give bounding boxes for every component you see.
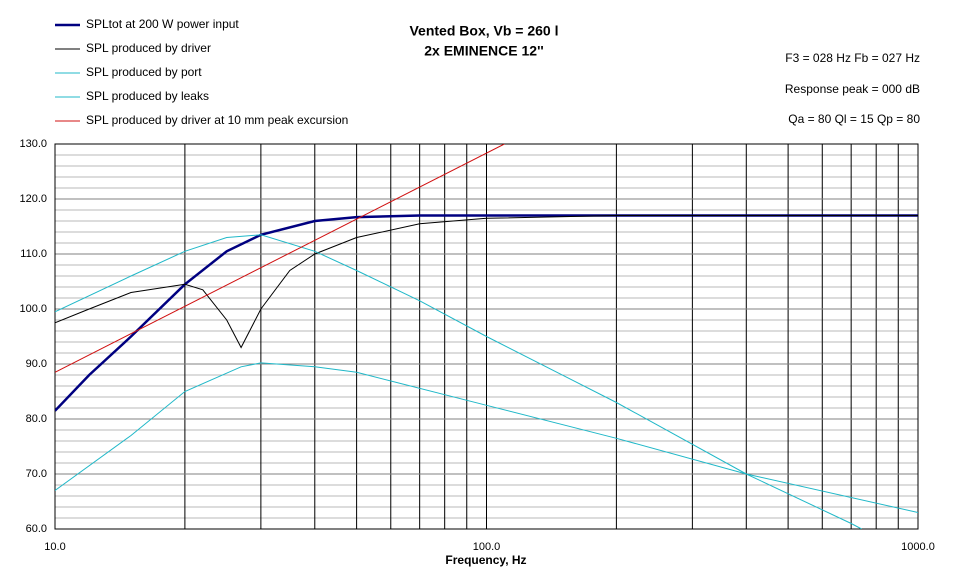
legend-label: SPL produced by port	[86, 65, 202, 79]
series-line	[55, 362, 918, 513]
legend-label: SPL produced by leaks	[86, 89, 209, 103]
y-tick-label: 60.0	[26, 523, 47, 535]
y-tick-label: 70.0	[26, 468, 47, 480]
legend-label: SPLtot at 200 W power input	[86, 17, 239, 31]
annotation: Response peak = 000 dB	[785, 82, 920, 96]
legend-label: SPL produced by driver	[86, 41, 211, 55]
y-tick-label: 100.0	[19, 303, 47, 315]
y-tick-label: 120.0	[19, 193, 47, 205]
y-tick-label: 90.0	[26, 358, 47, 370]
chart-title: Vented Box, Vb = 260 l	[409, 23, 558, 39]
y-tick-label: 80.0	[26, 413, 47, 425]
annotation: Qa = 80 Ql = 15 Qp = 80	[788, 112, 920, 126]
legend-label: SPL produced by driver at 10 mm peak exc…	[86, 113, 348, 127]
chart-subtitle: 2x EMINENCE 12''	[424, 43, 543, 59]
x-tick-label: 100.0	[473, 541, 501, 553]
x-tick-label: 10.0	[44, 541, 65, 553]
x-axis-label: Frequency, Hz	[445, 553, 526, 567]
annotation: F3 = 028 Hz Fb = 027 Hz	[785, 51, 920, 65]
y-tick-label: 110.0	[20, 248, 47, 260]
series-line	[55, 144, 505, 373]
y-tick-label: 130.0	[19, 138, 47, 150]
series-line	[55, 215, 918, 349]
plot-frame	[54, 143, 919, 530]
series-line	[55, 214, 918, 412]
x-tick-label: 1000.0	[901, 541, 935, 553]
